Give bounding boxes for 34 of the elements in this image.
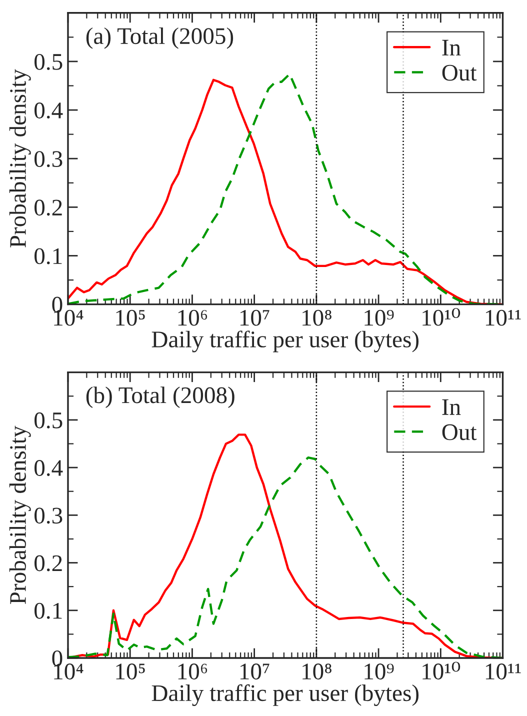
y-tick-label: 0.3 (34, 508, 62, 524)
x-tick-label: 10⁸ (302, 664, 332, 680)
legend-label: Out (442, 64, 477, 81)
x-tick-label: 10⁸ (302, 310, 332, 326)
y-tick-label: 0.4 (34, 102, 63, 119)
text: (b) Total (2008) (86, 386, 234, 408)
x-tick-label: 10⁹ (364, 310, 394, 326)
y-tick-label: 0.2 (34, 555, 62, 572)
x-tick-label: 10⁷ (240, 664, 270, 680)
y-axis-title: Probability density (9, 426, 31, 604)
x-tick-label: 10¹⁰ (422, 662, 460, 680)
x-tick-label: 10⁶ (178, 310, 208, 326)
x-tick-label: 10¹⁰ (422, 308, 460, 326)
y-tick-label: 0.1 (34, 248, 62, 264)
y-tick-label: 0.4 (34, 460, 63, 476)
y-tick-label: 0.5 (34, 412, 62, 428)
x-axis-title: Daily traffic per user (bytes) (152, 684, 419, 706)
x-tick-label: 10⁵ (116, 664, 145, 680)
x-tick-label: 10¹¹ (486, 664, 521, 680)
legend-label: Out (442, 424, 477, 440)
legend-label: In (442, 40, 461, 56)
y-tick-label: 0.3 (34, 151, 62, 168)
legend-label: In (442, 399, 461, 415)
x-tick-label: 10⁷ (240, 310, 270, 326)
x-tick-label: 10⁶ (178, 664, 208, 680)
y-tick-label: 0.2 (34, 200, 62, 216)
x-tick-label: 10⁹ (364, 664, 394, 680)
x-axis-title: Daily traffic per user (bytes) (152, 330, 419, 352)
x-tick-label: 10¹¹ (486, 310, 521, 326)
y-axis-title: Probability density (9, 69, 31, 248)
y-tick-label: 0.5 (34, 54, 62, 70)
text: (a) Total (2005) (86, 27, 234, 49)
y-tick-label: 0.1 (34, 602, 62, 619)
x-tick-label: 10⁵ (116, 310, 145, 326)
